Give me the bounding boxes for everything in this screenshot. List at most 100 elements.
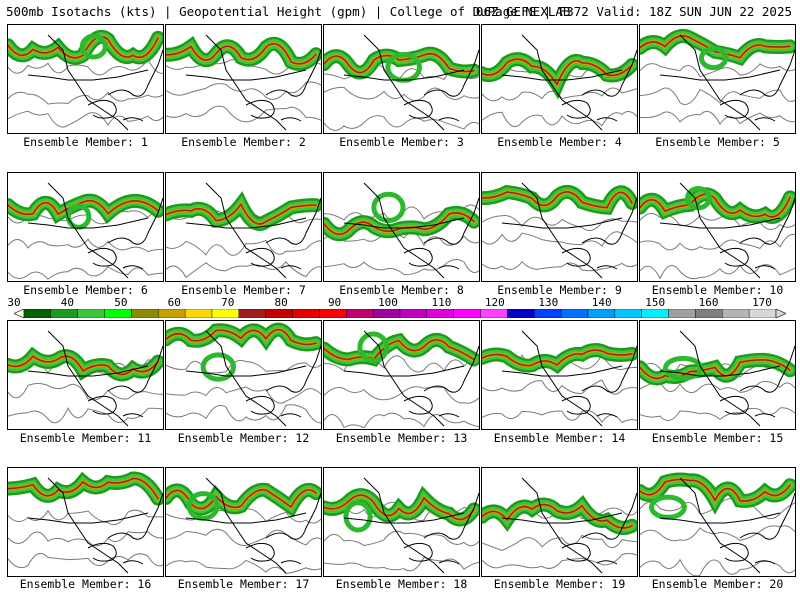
isotach-band bbox=[640, 359, 791, 380]
isotach-band bbox=[8, 477, 159, 500]
map-header: 500mb Isotachs (kts) | Geopotential Heig… bbox=[6, 4, 796, 22]
ensemble-member-caption: Ensemble Member: 5 bbox=[655, 135, 780, 149]
ensemble-member-map bbox=[165, 320, 322, 430]
colorbar-tick-labels: 30 40 50 60 70 80 90 100 110 120 130 140 150 160 170 bbox=[0, 296, 800, 310]
map-plot bbox=[166, 322, 321, 427]
colorbar-tick-label: 80 bbox=[274, 296, 288, 309]
ensemble-member-caption: Ensemble Member: 7 bbox=[181, 283, 306, 297]
colorbar-swatch bbox=[507, 309, 535, 318]
coastline-borders bbox=[659, 34, 795, 131]
gulf-coastline bbox=[403, 247, 460, 270]
coastline-borders bbox=[185, 477, 321, 574]
ensemble-member-caption: Ensemble Member: 11 bbox=[19, 431, 152, 445]
colorbar-swatch bbox=[23, 309, 52, 318]
colorbar-swatch bbox=[560, 309, 589, 318]
coastline-borders bbox=[343, 477, 479, 574]
map-plot bbox=[324, 182, 479, 279]
colorbar-swatch bbox=[641, 309, 669, 318]
height-contour bbox=[8, 407, 163, 424]
ensemble-member-map bbox=[7, 467, 164, 577]
gulf-coastline bbox=[87, 395, 144, 418]
isotach-band bbox=[166, 328, 317, 346]
colorbar-tick-label: 30 bbox=[7, 296, 21, 309]
height-contour bbox=[482, 552, 637, 569]
colorbar-swatch bbox=[399, 309, 428, 318]
coastline-borders bbox=[659, 477, 795, 574]
isotach-band bbox=[324, 212, 475, 236]
colorbar-tick-label: 150 bbox=[645, 296, 666, 309]
isotach-vortex bbox=[186, 491, 220, 521]
colorbar-swatch bbox=[372, 309, 401, 318]
ensemble-member-caption: Ensemble Member: 2 bbox=[181, 135, 306, 149]
ensemble-member-map bbox=[481, 467, 638, 577]
isotach-band bbox=[482, 191, 633, 209]
ensemble-member-caption: Ensemble Member: 12 bbox=[177, 431, 310, 445]
height-contour bbox=[482, 261, 637, 272]
map-plot bbox=[166, 477, 321, 575]
isotach-band bbox=[640, 193, 791, 218]
map-plot bbox=[8, 330, 163, 427]
ensemble-member-map bbox=[7, 24, 164, 134]
coastline-borders bbox=[27, 34, 163, 131]
ensemble-member-caption: Ensemble Member: 6 bbox=[23, 283, 148, 297]
ensemble-member-map bbox=[165, 24, 322, 134]
height-contour bbox=[482, 87, 637, 102]
height-contour bbox=[324, 556, 479, 572]
map-plot bbox=[8, 182, 163, 280]
gulf-coastline bbox=[245, 247, 302, 270]
colorbar-swatch bbox=[668, 309, 696, 318]
colorbar-tick-label: 60 bbox=[167, 296, 181, 309]
coastline-borders bbox=[659, 330, 795, 427]
isotach-vortex bbox=[649, 494, 687, 520]
isotach-vortex bbox=[371, 191, 406, 224]
map-plot bbox=[166, 182, 321, 279]
height-contour bbox=[166, 528, 321, 546]
isotach-band bbox=[324, 494, 475, 521]
isotach-vortex bbox=[79, 33, 108, 60]
coastline-borders bbox=[27, 182, 163, 279]
colorbar-swatch bbox=[184, 309, 213, 318]
ensemble-member-map bbox=[323, 320, 480, 430]
ensemble-member-caption: Ensemble Member: 20 bbox=[651, 577, 784, 591]
height-contour bbox=[8, 110, 163, 128]
colorbar-tick-label: 70 bbox=[221, 296, 235, 309]
gulf-coastline bbox=[245, 542, 302, 565]
coastline-borders bbox=[185, 182, 321, 279]
ensemble-member-map bbox=[7, 172, 164, 282]
colorbar-swatch bbox=[534, 309, 562, 318]
gulf-coastline bbox=[561, 542, 618, 565]
ensemble-member-map bbox=[639, 24, 796, 134]
height-contour bbox=[8, 509, 163, 526]
ensemble-member-caption: Ensemble Member: 3 bbox=[339, 135, 464, 149]
ensemble-member-caption: Ensemble Member: 14 bbox=[493, 431, 626, 445]
height-contour bbox=[640, 407, 795, 421]
colorbar-tick-label: 100 bbox=[378, 296, 398, 309]
ensemble-member-map bbox=[639, 172, 796, 282]
height-contour bbox=[482, 379, 637, 395]
gulf-coastline bbox=[561, 99, 618, 122]
isotach-vortex bbox=[65, 203, 92, 230]
ensemble-member-caption: Ensemble Member: 10 bbox=[651, 283, 784, 297]
height-contour bbox=[166, 105, 321, 123]
isotach-band bbox=[8, 355, 159, 376]
colorbar-swatch bbox=[319, 309, 347, 318]
isotach-colorbar bbox=[14, 309, 786, 318]
isotach-band bbox=[482, 349, 633, 367]
map-plot bbox=[482, 330, 637, 427]
gulf-coastline bbox=[403, 542, 460, 565]
height-contour bbox=[324, 115, 479, 131]
isotach-vortex bbox=[663, 355, 704, 381]
colorbar-swatch bbox=[480, 309, 508, 318]
ensemble-member-map bbox=[323, 24, 480, 134]
map-plot bbox=[8, 29, 163, 131]
isotach-band bbox=[482, 503, 633, 529]
ensemble-member-map bbox=[323, 172, 480, 282]
gulf-coastline bbox=[561, 395, 618, 418]
ensemble-member-map bbox=[481, 320, 638, 430]
colorbar-tick-label: 160 bbox=[698, 296, 719, 309]
header-title: 500mb Isotachs (kts) | Geopotential Heig… bbox=[6, 4, 571, 19]
gulf-coastline bbox=[561, 247, 618, 270]
coastline-borders bbox=[27, 330, 163, 427]
ensemble-member-caption: Ensemble Member: 18 bbox=[335, 577, 468, 591]
height-contour bbox=[8, 531, 163, 547]
